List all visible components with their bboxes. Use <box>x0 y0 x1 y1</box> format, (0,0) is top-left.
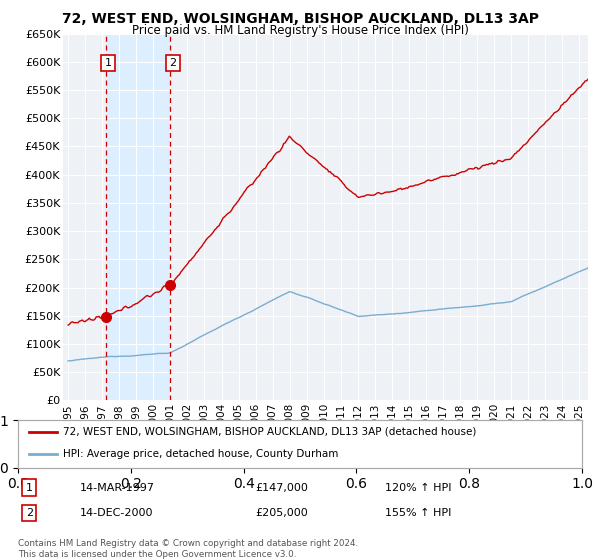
Text: 72, WEST END, WOLSINGHAM, BISHOP AUCKLAND, DL13 3AP: 72, WEST END, WOLSINGHAM, BISHOP AUCKLAN… <box>62 12 539 26</box>
Text: £147,000: £147,000 <box>255 483 308 493</box>
Text: 14-MAR-1997: 14-MAR-1997 <box>80 483 155 493</box>
Text: Price paid vs. HM Land Registry's House Price Index (HPI): Price paid vs. HM Land Registry's House … <box>131 24 469 36</box>
Text: 1: 1 <box>104 58 112 68</box>
Text: 14-DEC-2000: 14-DEC-2000 <box>80 508 154 518</box>
Text: 155% ↑ HPI: 155% ↑ HPI <box>385 508 451 518</box>
Bar <box>106 34 170 400</box>
Text: 2: 2 <box>26 508 33 518</box>
Text: Contains HM Land Registry data © Crown copyright and database right 2024.
This d: Contains HM Land Registry data © Crown c… <box>18 539 358 559</box>
Text: 1: 1 <box>26 483 33 493</box>
Text: 2: 2 <box>169 58 176 68</box>
Text: 72, WEST END, WOLSINGHAM, BISHOP AUCKLAND, DL13 3AP (detached house): 72, WEST END, WOLSINGHAM, BISHOP AUCKLAN… <box>63 427 476 437</box>
Text: 120% ↑ HPI: 120% ↑ HPI <box>385 483 451 493</box>
Text: £205,000: £205,000 <box>255 508 308 518</box>
Text: HPI: Average price, detached house, County Durham: HPI: Average price, detached house, Coun… <box>63 449 338 459</box>
